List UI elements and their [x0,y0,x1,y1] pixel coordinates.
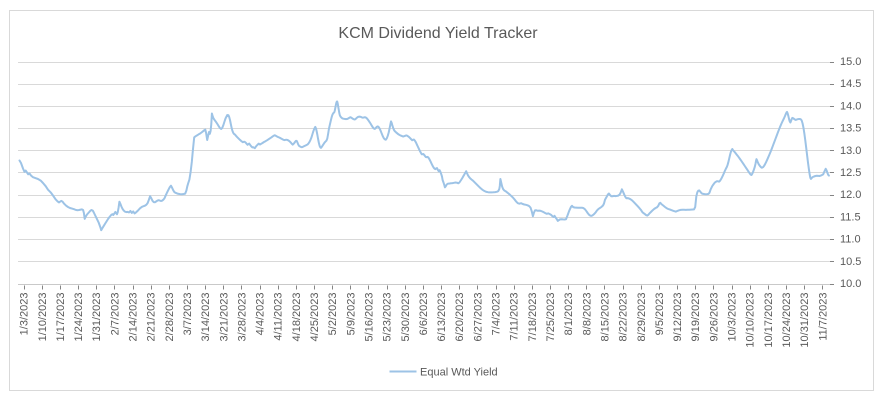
svg-text:12.5: 12.5 [840,167,861,179]
svg-text:14.5: 14.5 [840,78,861,90]
svg-text:15.0: 15.0 [840,56,861,68]
svg-text:8/15/2023: 8/15/2023 [600,293,612,342]
svg-text:6/27/2023: 6/27/2023 [472,293,484,342]
svg-text:7/4/2023: 7/4/2023 [491,292,503,335]
svg-text:6/13/2023: 6/13/2023 [436,293,448,342]
svg-text:3/28/2023: 3/28/2023 [236,293,248,342]
svg-text:6/6/2023: 6/6/2023 [418,293,430,336]
svg-text:7/11/2023: 7/11/2023 [509,293,521,341]
svg-text:13.0: 13.0 [840,145,861,157]
svg-text:Equal Wtd Yield: Equal Wtd Yield [420,367,498,379]
svg-text:9/12/2023: 9/12/2023 [672,293,684,342]
svg-text:2/28/2023: 2/28/2023 [164,293,176,342]
svg-text:10/31/2023: 10/31/2023 [799,293,811,348]
svg-text:5/9/2023: 5/9/2023 [345,293,357,336]
svg-text:8/29/2023: 8/29/2023 [636,293,648,342]
svg-text:4/4/2023: 4/4/2023 [255,293,267,336]
svg-text:10/17/2023: 10/17/2023 [763,293,775,348]
svg-text:2/7/2023: 2/7/2023 [109,293,121,336]
svg-text:5/2/2023: 5/2/2023 [327,293,339,336]
svg-text:14.0: 14.0 [840,100,861,112]
svg-text:10.0: 10.0 [840,278,861,290]
svg-text:3/21/2023: 3/21/2023 [218,293,230,342]
svg-text:1/10/2023: 1/10/2023 [37,293,49,342]
svg-text:3/7/2023: 3/7/2023 [182,293,194,336]
svg-text:1/24/2023: 1/24/2023 [73,293,85,342]
svg-text:8/8/2023: 8/8/2023 [581,293,593,336]
svg-text:11.5: 11.5 [840,211,861,223]
svg-text:9/26/2023: 9/26/2023 [708,293,720,342]
svg-text:6/20/2023: 6/20/2023 [454,293,466,342]
svg-text:11.0: 11.0 [840,234,861,246]
svg-text:7/18/2023: 7/18/2023 [527,293,539,342]
svg-text:5/23/2023: 5/23/2023 [382,293,394,342]
svg-text:4/18/2023: 4/18/2023 [291,293,303,342]
svg-text:10/3/2023: 10/3/2023 [727,293,739,342]
svg-text:9/5/2023: 9/5/2023 [654,293,666,336]
svg-text:7/25/2023: 7/25/2023 [545,293,557,342]
svg-text:4/11/2023: 4/11/2023 [273,293,285,341]
svg-text:9/19/2023: 9/19/2023 [690,293,702,342]
svg-text:2/14/2023: 2/14/2023 [128,293,140,342]
svg-text:4/25/2023: 4/25/2023 [309,293,321,342]
svg-text:10/24/2023: 10/24/2023 [781,293,793,348]
svg-text:8/1/2023: 8/1/2023 [563,293,575,336]
svg-text:12.0: 12.0 [840,189,861,201]
svg-text:11/7/2023: 11/7/2023 [817,293,829,341]
svg-text:1/31/2023: 1/31/2023 [91,293,103,342]
svg-text:5/16/2023: 5/16/2023 [364,293,376,342]
svg-text:2/21/2023: 2/21/2023 [146,293,158,342]
svg-text:1/17/2023: 1/17/2023 [55,293,67,342]
svg-text:1/3/2023: 1/3/2023 [19,293,31,336]
svg-text:5/30/2023: 5/30/2023 [400,293,412,342]
svg-text:10.5: 10.5 [840,256,861,268]
svg-text:10/10/2023: 10/10/2023 [745,293,757,348]
svg-text:13.5: 13.5 [840,123,861,135]
svg-text:3/14/2023: 3/14/2023 [200,293,212,342]
svg-text:KCM Dividend Yield Tracker: KCM Dividend Yield Tracker [338,25,538,42]
svg-text:8/22/2023: 8/22/2023 [618,293,630,342]
